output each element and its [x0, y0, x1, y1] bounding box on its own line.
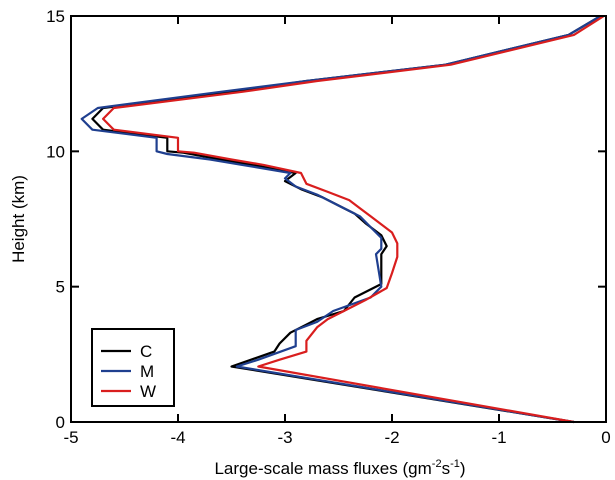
y-tick-label: 0 [56, 413, 65, 432]
x-tick-label: 0 [601, 428, 610, 447]
y-tick-label: 15 [46, 7, 65, 26]
legend: CMW [91, 328, 175, 407]
legend-label-c: C [140, 342, 152, 361]
x-tick-label: -3 [277, 428, 292, 447]
x-tick-label: -2 [384, 428, 399, 447]
y-axis-title: Height (km) [9, 175, 28, 263]
legend-label-w: W [140, 382, 156, 401]
series-line-w [101, 15, 605, 424]
plot-frame [70, 15, 607, 423]
x-tick-label: -4 [170, 428, 185, 447]
legend-label-m: M [140, 362, 154, 381]
series-line-m [80, 15, 602, 424]
axis-tick-labels: -5 -4 -3 -2 -1 0 0 5 10 15 [46, 7, 611, 447]
x-axis-title: Large-scale mass fluxes (gm-2s-1) [214, 458, 465, 478]
x-tick-label: -1 [491, 428, 506, 447]
y-tick-label: 5 [56, 278, 65, 297]
legend-box [91, 328, 175, 407]
x-tick-label: -5 [63, 428, 78, 447]
series-lines [80, 15, 605, 424]
y-tick-label: 10 [46, 142, 65, 161]
